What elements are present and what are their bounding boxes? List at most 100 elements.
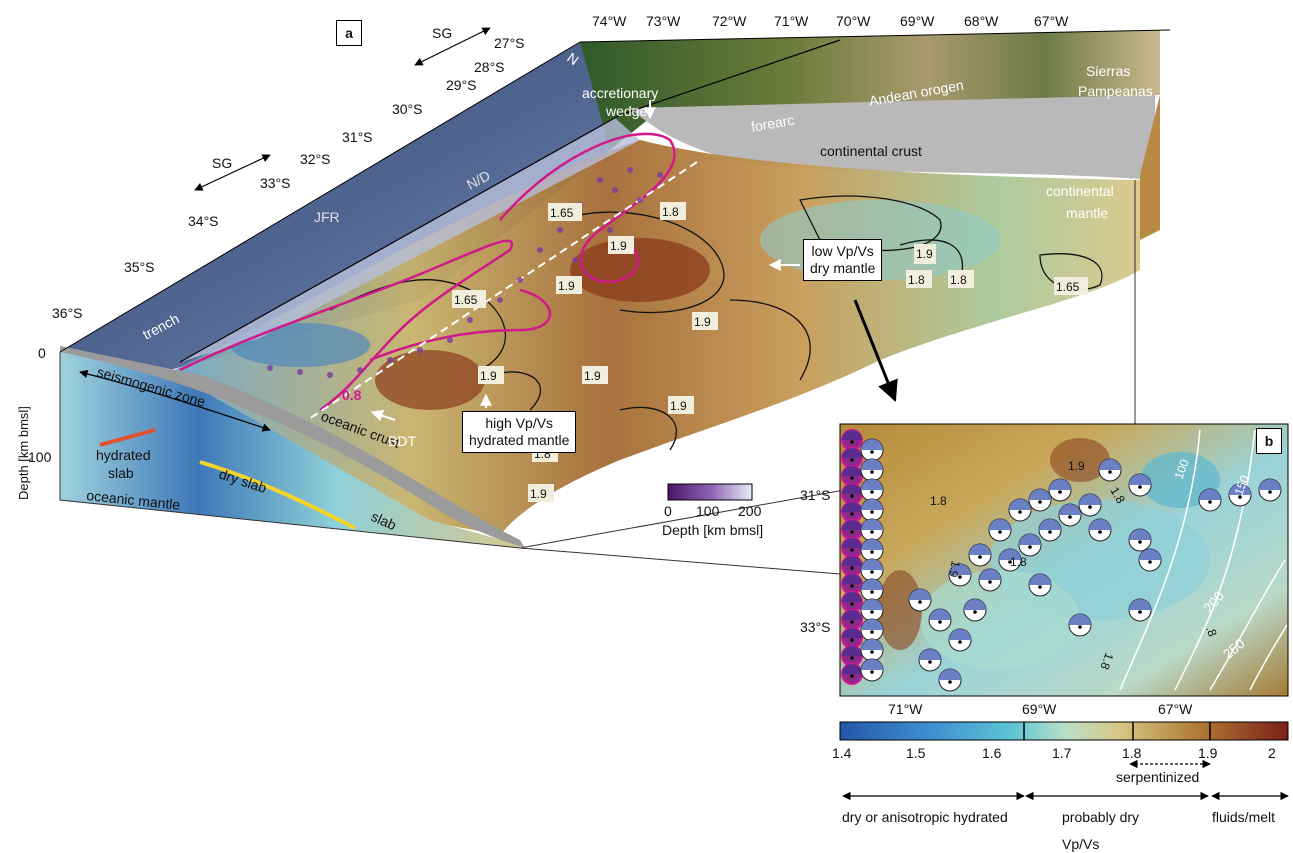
depth-tick-100: 100 [28, 449, 52, 465]
depth-cb-label: Depth [km bmsl] [662, 522, 763, 538]
focal-mechanism-dot [870, 450, 874, 454]
b-contour-label: 1.8 [1097, 651, 1116, 672]
focal-mechanism-dot [978, 555, 982, 559]
accretionary-label-2: wedge [605, 103, 647, 119]
lon-label-68w: 68°W [964, 13, 999, 29]
focal-mechanism-quadrant [842, 628, 862, 638]
focal-mechanism-dot [870, 470, 874, 474]
focal-mechanism-quadrant [842, 592, 862, 602]
focal-mechanism-quadrant [989, 519, 1011, 530]
focal-mechanism-dot [1008, 560, 1012, 564]
focal-mechanism-quadrant [1139, 549, 1161, 560]
contour-label: 1.9 [530, 487, 547, 501]
sierras-label-2: Pampeanas [1078, 83, 1153, 99]
focal-mechanism-dot [1068, 515, 1072, 519]
focal-mechanism-quadrant [842, 538, 862, 548]
focal-mechanism-quadrant [861, 459, 883, 470]
low-vpvs-line1: low Vp/Vs [811, 243, 874, 259]
continental-crust-label: continental crust [820, 143, 922, 159]
focal-mechanism-quadrant [919, 649, 941, 660]
lon-label-71w: 71°W [774, 13, 809, 29]
focal-mechanism-dot [1148, 560, 1152, 564]
focal-mechanism-dot [1138, 540, 1142, 544]
focal-mechanism-quadrant [949, 564, 971, 575]
focal-mechanism-dot [948, 680, 952, 684]
lat-label-33s: 33°S [260, 175, 291, 191]
focal-mechanism-quadrant [842, 466, 862, 476]
map-low-patch [1140, 452, 1220, 508]
focal-mechanism-dot [928, 660, 932, 664]
focal-mechanism-dot [1208, 500, 1212, 504]
focal-mechanisms [841, 429, 1282, 692]
continental-crust-shape [630, 95, 1155, 180]
lat-label-30s: 30°S [392, 101, 423, 117]
focal-mechanism-quadrant [964, 599, 986, 610]
focal-mechanism-quadrant [842, 484, 862, 494]
lat-label-36s: 36°S [52, 305, 83, 321]
slab-depth-contours [1119, 429, 1288, 691]
focal-mechanism-quadrant [1019, 534, 1041, 545]
high-vpvs-callout: high Vp/Vs hydrated mantle [462, 411, 577, 453]
contour-label: 1.65 [454, 293, 478, 307]
accretionary-wedge-band [180, 118, 640, 362]
focal-mechanism-dot [850, 638, 854, 642]
land-surface [580, 30, 1160, 150]
focal-mechanism-dot [870, 530, 874, 534]
sg-label-mid: SG [212, 155, 232, 171]
focal-mechanism-dot [973, 610, 977, 614]
depth-axis-label: Depth [km bmsl] [16, 406, 31, 500]
focal-mechanism-quadrant [999, 549, 1021, 560]
focal-mechanism-quadrant [842, 502, 862, 512]
contour-label: 1.65 [1056, 280, 1080, 294]
focal-mechanism-dot [1018, 510, 1022, 514]
focal-mechanism-quadrant [861, 539, 883, 550]
focal-mechanism-dot [870, 550, 874, 554]
focal-mechanism-quadrant [929, 609, 951, 620]
focal-mechanism-quadrant [861, 479, 883, 490]
focal-mechanism-dot [850, 440, 854, 444]
sg-arrow-mid [194, 154, 271, 191]
sg-arrow-top [414, 27, 491, 66]
b-lon-69w: 69°W [1022, 701, 1057, 717]
lat-label-34s: 34°S [188, 213, 219, 229]
seismogenic-zone-arrow [79, 369, 271, 432]
focal-mechanism-quadrant [842, 448, 862, 458]
contour-value-labels: 1.65 1.8 1.9 1.9 1.65 1.9 1.9 1.8 1.9 1.… [452, 202, 1088, 502]
contour-label: 1.9 [916, 247, 933, 261]
b-contour-label: 1.9 [946, 559, 963, 578]
focal-mechanism-quadrant [949, 629, 971, 640]
lon-label-72w: 72°W [712, 13, 747, 29]
depth-cb-tick-0: 0 [664, 503, 672, 519]
focal-mechanism-dot [998, 530, 1002, 534]
focal-mechanism-dot [1138, 610, 1142, 614]
focal-mechanism-dot [1028, 545, 1032, 549]
focal-mechanism-dot [850, 584, 854, 588]
focal-mechanism-dot [1078, 625, 1082, 629]
focal-mechanism-quadrant [861, 579, 883, 590]
lat-label-32s: 32°S [300, 151, 331, 167]
focal-mechanism-dot [850, 548, 854, 552]
focal-mechanism-quadrant [861, 659, 883, 670]
focal-mechanism-dot [870, 510, 874, 514]
contour-label: 1.9 [670, 399, 687, 413]
focal-mechanism-quadrant [861, 519, 883, 530]
lon-ticks [579, 29, 1171, 43]
high-vpvs-line1: high Vp/Vs [485, 415, 554, 431]
lon-label-73w: 73°W [646, 13, 681, 29]
focal-mechanism-dot [870, 590, 874, 594]
focal-mechanism-dot [1038, 500, 1042, 504]
panel-a-label: a [336, 20, 362, 46]
focal-mechanism-quadrant [1199, 489, 1221, 500]
lat-label-27s: 27°S [494, 35, 525, 51]
forearc-label: forearc [750, 112, 796, 135]
focal-mechanism-quadrant [861, 619, 883, 630]
high-vpvs-patch [570, 238, 710, 302]
focal-mechanism-dot [850, 566, 854, 570]
focal-mechanism-quadrant [1099, 459, 1121, 470]
focal-mechanism-dot [870, 610, 874, 614]
b-contour-label: 1.8 [930, 494, 947, 508]
focal-mechanism-quadrant [842, 430, 862, 440]
contour-label: 1.9 [480, 369, 497, 383]
focal-mechanism-quadrant [1059, 504, 1081, 515]
